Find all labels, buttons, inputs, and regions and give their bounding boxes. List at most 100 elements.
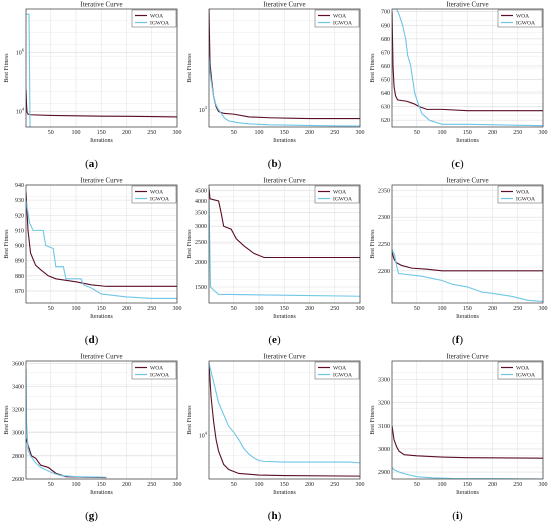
chart-panel-f: Iterative Curve 50 100 150 200 250 300 2200 2250… [366,176,549,351]
x-tick-label: 200 [305,130,314,136]
panel-label-close: ) [94,334,99,346]
x-axis-label: Iterations [456,138,479,144]
x-tick-label: 150 [280,306,289,312]
y-tick-label: 2900 [378,470,390,476]
x-tick-label: 100 [71,306,80,312]
x-tick-label: 100 [71,130,80,136]
x-tick-label: 200 [122,306,131,312]
y-axis-label: Best Fitness [4,53,10,83]
x-tick-label: 50 [231,482,237,488]
y-axis-label: Best Fitness [370,229,376,259]
panel-label-open: ( [85,510,89,522]
x-tick-label: 50 [414,306,420,312]
x-tick-label: 250 [513,130,522,136]
chart-title: Iterative Curve [80,353,122,361]
x-tick-label: 300 [173,482,182,488]
x-tick-label: 150 [97,482,106,488]
plot-frame [25,184,178,304]
y-tick-label: 880 [15,274,24,280]
x-tick-label: 250 [330,482,339,488]
panel-label-letter: c [455,158,460,170]
chart-panel-d: Iterative Curve 50 100 150 200 250 300 870 880 89… [0,176,183,351]
plot-frame [391,360,544,480]
legend-entry: WOA [333,14,346,20]
y-tick-label: 660 [381,64,390,70]
series-line-igwoa [209,200,360,297]
y-tick-label: 650 [381,78,390,84]
x-tick-label: 50 [231,306,237,312]
chart-svg-f: Iterative Curve 50 100 150 200 250 300 2200 2250… [370,177,548,321]
y-tick-label: 3000 [12,431,24,437]
panel-label-letter: i [455,510,460,522]
x-tick-label: 150 [463,482,472,488]
chart-svg-i: Iterative Curve 50 100 150 200 250 300 2900 3000… [370,353,548,497]
x-tick-label: 50 [48,306,54,312]
y-axis-label: Best Fitness [370,405,376,435]
panel-label-letter: d [88,334,95,346]
chart-panel-a: Iterative Curve 50 100 150 200 250 300 106 104 It… [0,0,183,175]
y-tick-label: 4000 [195,199,207,205]
x-axis-label: Iterations [90,138,113,144]
panel-label-e: (e) [183,334,366,346]
series-line-woa [392,11,543,112]
chart-panel-e: Iterative Curve 50 100 150 200 250 300 1500 2000… [183,176,366,351]
legend-entry: IGWOA [150,197,169,203]
panel-label-open: ( [452,510,456,522]
panel-label-close: ) [277,158,282,170]
x-tick-label: 50 [231,130,237,136]
x-axis-label: Iterations [273,314,296,320]
chart-title: Iterative Curve [446,177,488,185]
panel-label-i: (i) [366,510,549,522]
x-tick-label: 100 [254,482,263,488]
x-tick-label: 100 [254,306,263,312]
y-tick-label: 900 [15,244,24,250]
panel-label-open: ( [85,158,89,170]
legend-entry: WOA [333,190,346,196]
y-tick-label: 620 [381,118,390,124]
x-axis-label: Iterations [456,314,479,320]
series-line-woa [209,188,360,259]
y-tick-label: 670 [381,50,390,56]
x-tick-label: 300 [539,306,548,312]
chart-svg-e: Iterative Curve 50 100 150 200 250 300 1500 2000… [187,177,365,321]
x-tick-label: 100 [254,130,263,136]
chart-svg-h: Iterative Curve 50 100 150 200 250 300 104 Itera… [187,353,365,497]
y-tick-label: 104 [199,431,208,440]
plot-frame [25,360,178,480]
series-line-igwoa [26,200,177,300]
panel-label-letter: a [88,158,95,170]
y-tick-label: 630 [381,105,390,111]
x-tick-label: 100 [71,482,80,488]
y-tick-label: 3400 [12,384,24,390]
panel-label-close: ) [459,510,463,522]
panel-label-open: ( [268,334,273,346]
chart-panel-c: Iterative Curve 50 100 150 200 250 300 620 630 64… [366,0,549,175]
legend-entry: IGWOA [150,373,169,379]
panel-label-d: (d) [0,334,183,346]
x-tick-label: 300 [356,130,365,136]
y-tick-label: 103 [199,105,208,114]
panel-label-close: ) [277,510,282,522]
panel-label-a: (a) [0,158,183,170]
y-tick-label: 3200 [378,401,390,407]
x-tick-label: 250 [147,482,156,488]
x-tick-label: 300 [539,482,548,488]
legend-entry: IGWOA [333,21,352,27]
y-tick-label: 2800 [12,454,24,460]
y-tick-label: 940 [15,183,24,189]
legend-entry: IGWOA [516,197,535,203]
x-tick-label: 200 [305,482,314,488]
plot-frame [25,8,178,128]
x-tick-label: 200 [122,130,131,136]
x-tick-label: 300 [173,306,182,312]
y-tick-label: 890 [15,259,24,265]
chart-title: Iterative Curve [80,1,122,9]
x-tick-label: 200 [488,130,497,136]
x-tick-label: 200 [305,306,314,312]
y-tick-label: 3100 [378,424,390,430]
legend-entry: IGWOA [150,21,169,27]
y-tick-label: 2300 [378,215,390,221]
chart-svg-b: Iterative Curve 50 100 150 200 250 300 103 Itera… [187,1,365,145]
y-axis-label: Best Fitness [370,53,376,83]
panel-label-letter: g [88,510,95,522]
